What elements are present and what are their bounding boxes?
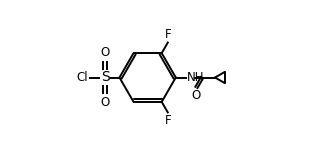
Text: S: S [101,71,110,84]
Text: O: O [100,46,110,59]
Text: O: O [100,96,110,109]
Text: F: F [164,28,171,41]
Text: NH: NH [187,71,204,84]
Text: O: O [192,89,201,102]
Text: Cl: Cl [76,71,87,84]
Text: F: F [164,114,171,127]
